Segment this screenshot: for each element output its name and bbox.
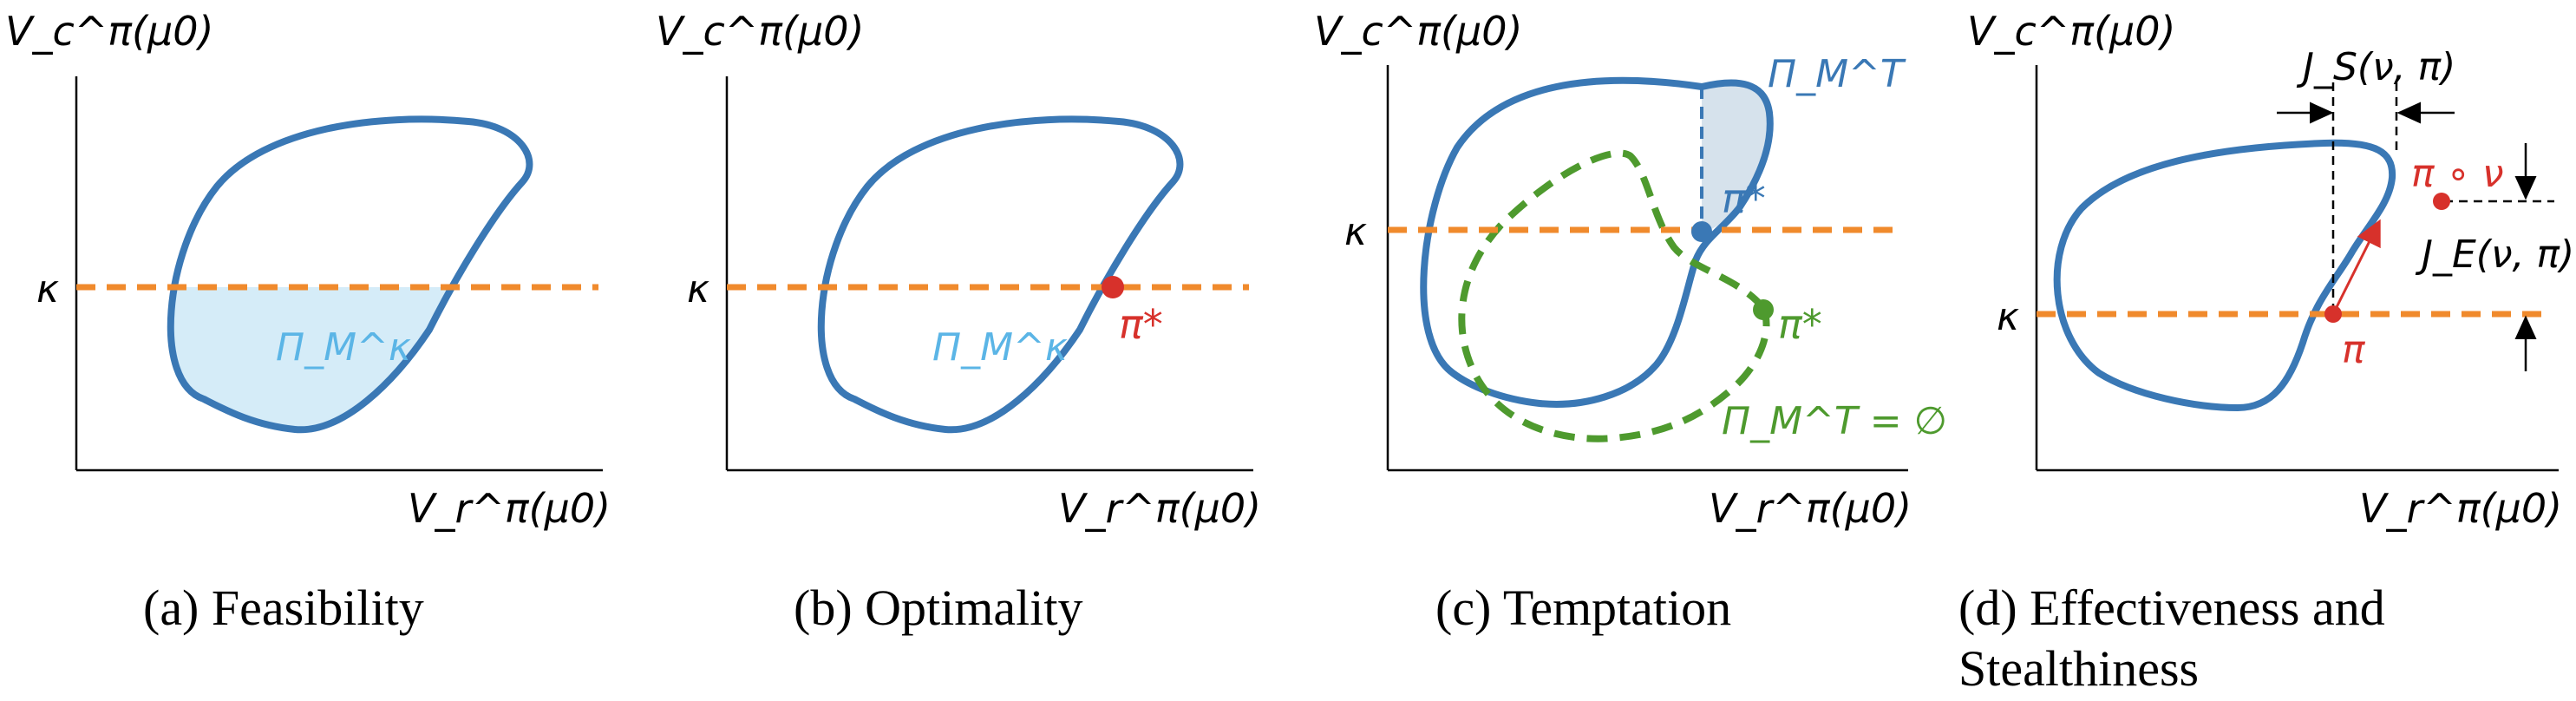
attacked-policy-point — [2433, 193, 2450, 210]
optimal-point-label: π* — [1119, 301, 1163, 348]
x-axis-label: V_r^π(μ0) — [408, 485, 611, 532]
x-axis-label: V_r^π(μ0) — [2359, 485, 2562, 532]
caption: (b) Optimality — [794, 580, 1082, 636]
region-label: Π_M^κ — [932, 325, 1068, 370]
kappa-label: κ — [1997, 295, 2019, 339]
policy-point — [2324, 305, 2342, 323]
kappa-label: κ — [687, 267, 709, 311]
kappa-label: κ — [1344, 210, 1367, 254]
optimal-point-blue — [1691, 221, 1712, 242]
optimal-point — [1102, 276, 1124, 298]
caption: (c) Temptation — [1435, 580, 1731, 636]
y-axis-label: V_c^π(μ0) — [1967, 8, 2175, 55]
feasible-set-curve — [1420, 76, 1774, 408]
region-label: Π_M^κ — [276, 325, 411, 370]
feasible-set-curve — [2053, 139, 2396, 412]
panel-b: κ V_c^π(μ0) V_r^π(μ0) Π_M^κ π* (b) Optim… — [656, 8, 1261, 636]
y-axis-label: V_c^π(μ0) — [1314, 8, 1522, 55]
caption-line-2: Stealthiness — [1958, 640, 2199, 697]
optimal-point-green-label: π* — [1778, 301, 1822, 348]
kappa-label: κ — [36, 267, 59, 311]
optimal-point-blue-label: π* — [1722, 175, 1766, 222]
policy-label: π — [2342, 328, 2366, 372]
caption-line-1: (d) Effectiveness and — [1958, 580, 2385, 636]
panel-a: κ V_c^π(μ0) V_r^π(μ0) Π_M^κ (a) Feasibil… — [5, 8, 611, 636]
caption: (a) Feasibility — [143, 580, 424, 636]
feasible-set-curve — [817, 115, 1184, 434]
empty-set-label: Π_M^T = ∅ — [1722, 399, 1947, 443]
attacked-policy-label: π ∘ ν — [2411, 152, 2504, 196]
tempting-region-label: Π_M^T — [1768, 52, 1906, 96]
panel-c: κ V_c^π(μ0) V_r^π(μ0) Π_M^T π* π* Π_M^T … — [1314, 8, 1947, 636]
feasible-set-curve — [167, 115, 533, 434]
js-label: J_S(ν, π) — [2296, 45, 2455, 89]
tempting-region-fill — [1702, 82, 1770, 233]
x-axis-label: V_r^π(μ0) — [1709, 485, 1912, 532]
panel-d: κ V_c^π(μ0) V_r^π(μ0) J_S(ν, π) J_E(ν, π… — [1958, 8, 2574, 697]
je-label: J_E(ν, π) — [2415, 233, 2574, 277]
y-axis-label: V_c^π(μ0) — [5, 8, 213, 55]
optimal-point-green — [1753, 299, 1774, 320]
y-axis-label: V_c^π(μ0) — [656, 8, 864, 55]
x-axis-label: V_r^π(μ0) — [1058, 485, 1261, 532]
attack-arrow — [2332, 219, 2381, 313]
feasible-region-fill — [170, 287, 453, 430]
